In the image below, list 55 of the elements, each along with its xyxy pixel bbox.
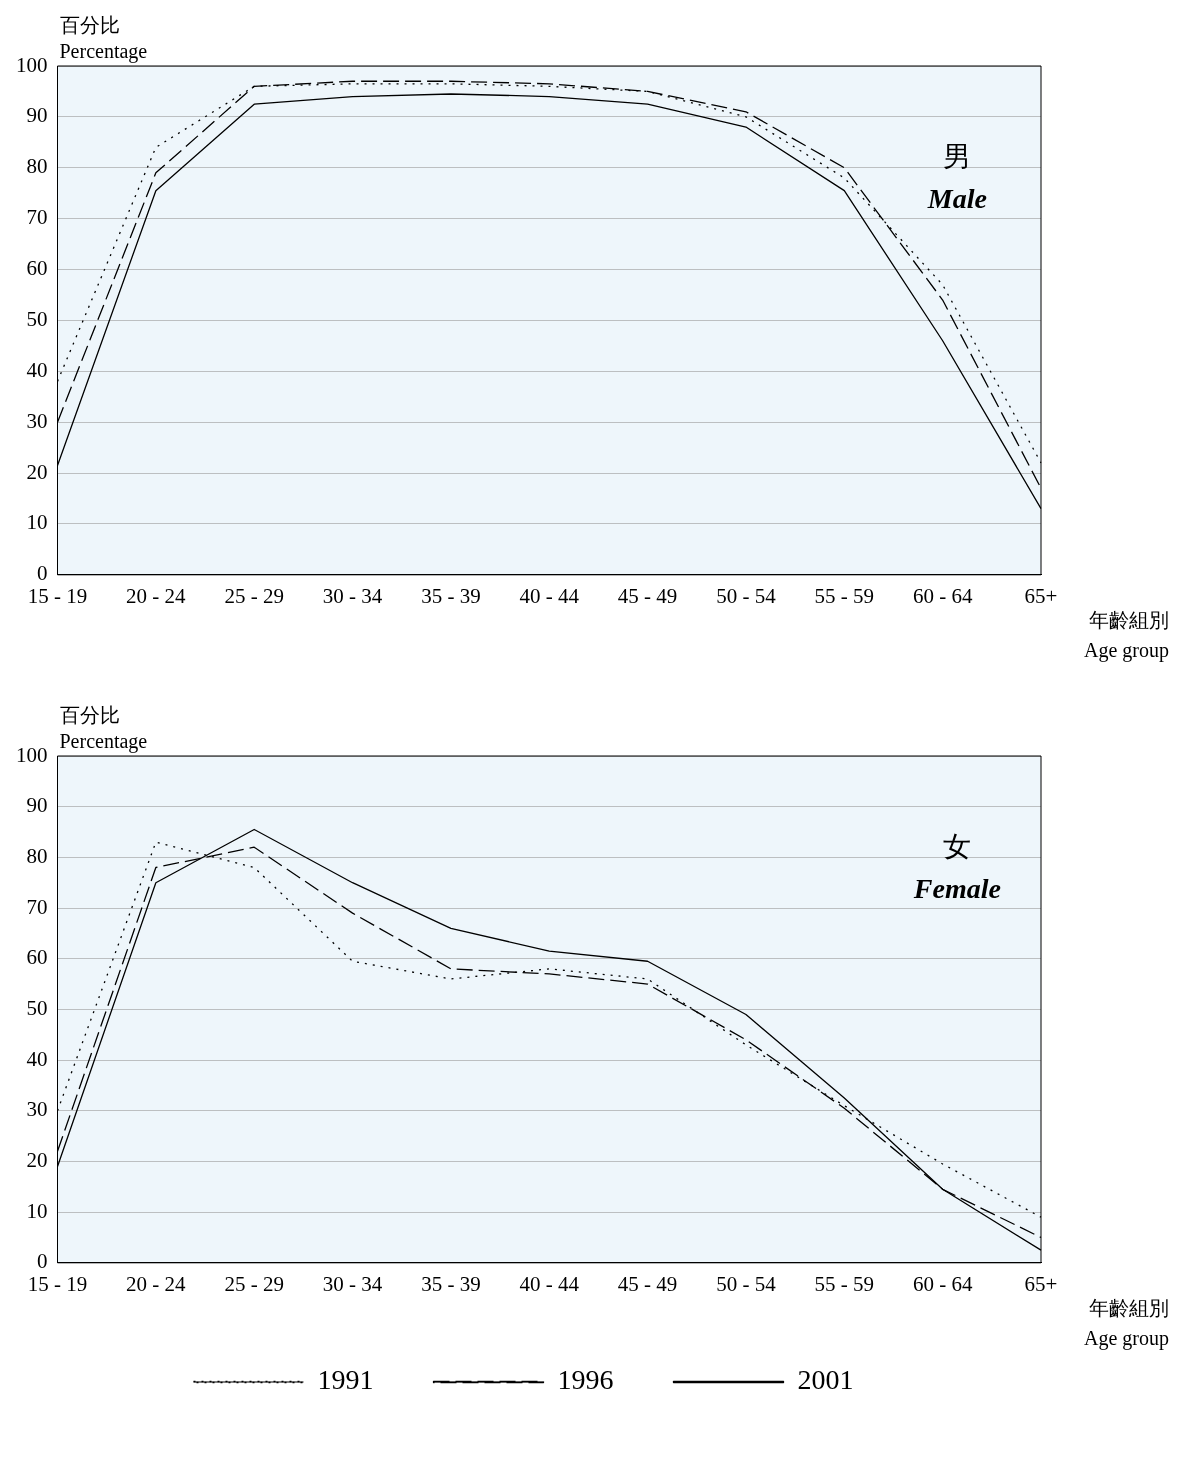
y-tick-label: 40 — [26, 1046, 48, 1071]
y-tick-label: 30 — [26, 1097, 48, 1122]
y-tick-label: 90 — [26, 103, 48, 128]
x-tick-label: 20 - 24 — [126, 1271, 187, 1296]
y-tick-label: 70 — [26, 894, 48, 919]
legend-label: 2001 — [797, 1364, 854, 1396]
legend-label: 1996 — [557, 1364, 614, 1396]
y-tick-label: 10 — [26, 1198, 48, 1223]
x-axis-title: 年齡組別 Age group — [1084, 1296, 1169, 1350]
y-tick-label: 100 — [16, 742, 48, 767]
x-tick-label: 45 - 49 — [617, 1271, 678, 1296]
y-tick-label: 60 — [26, 256, 48, 281]
x-tick-label: 35 - 39 — [421, 1271, 481, 1296]
x-tick-label: 45 - 49 — [617, 583, 678, 608]
x-axis-title: 年齡組別 Age group — [1084, 608, 1169, 662]
x-tick-label: 55 - 59 — [814, 1271, 875, 1296]
x-tick-label: 60 - 64 — [912, 583, 973, 608]
y-tick-label: 0 — [37, 1249, 48, 1274]
annotation: 女 — [943, 831, 972, 862]
y-tick-label: 0 — [37, 561, 48, 586]
y-axis-title: 百分比 Percentage — [59, 704, 148, 753]
x-tick-label: 50 - 54 — [716, 583, 777, 608]
x-tick-label: 30 - 34 — [322, 583, 383, 608]
y-axis-title: 百分比 Percentage — [59, 14, 148, 63]
x-tick-label: 65+ — [1024, 583, 1058, 608]
legend-label: 1991 — [317, 1364, 374, 1396]
x-tick-label: 30 - 34 — [322, 1271, 383, 1296]
x-tick-label: 25 - 29 — [224, 583, 284, 608]
y-tick-label: 90 — [26, 793, 48, 818]
annotation: Male — [926, 183, 987, 214]
x-tick-label: 25 - 29 — [224, 1271, 284, 1296]
x-tick-label: 40 - 44 — [519, 583, 580, 608]
y-tick-label: 40 — [26, 357, 48, 382]
annotation: Female — [912, 873, 1001, 904]
y-tick-label: 60 — [26, 945, 48, 970]
x-tick-label: 15 - 19 — [27, 1271, 88, 1296]
y-tick-label: 70 — [26, 205, 48, 230]
x-tick-label: 40 - 44 — [519, 1271, 580, 1296]
x-tick-label: 60 - 64 — [912, 1271, 973, 1296]
y-tick-label: 80 — [26, 843, 48, 868]
y-tick-label: 80 — [26, 154, 48, 179]
x-tick-label: 65+ — [1024, 1271, 1058, 1296]
y-tick-label: 20 — [26, 1147, 48, 1172]
y-tick-label: 30 — [26, 408, 48, 433]
annotation: 男 — [943, 141, 972, 172]
x-tick-label: 20 - 24 — [126, 583, 187, 608]
x-tick-label: 15 - 19 — [27, 583, 88, 608]
x-tick-label: 35 - 39 — [421, 583, 481, 608]
y-tick-label: 50 — [26, 306, 48, 331]
y-tick-label: 20 — [26, 459, 48, 484]
x-tick-label: 55 - 59 — [814, 583, 875, 608]
x-tick-label: 50 - 54 — [716, 1271, 777, 1296]
y-tick-label: 100 — [16, 52, 48, 77]
y-tick-label: 10 — [26, 510, 48, 535]
y-tick-label: 50 — [26, 995, 48, 1020]
